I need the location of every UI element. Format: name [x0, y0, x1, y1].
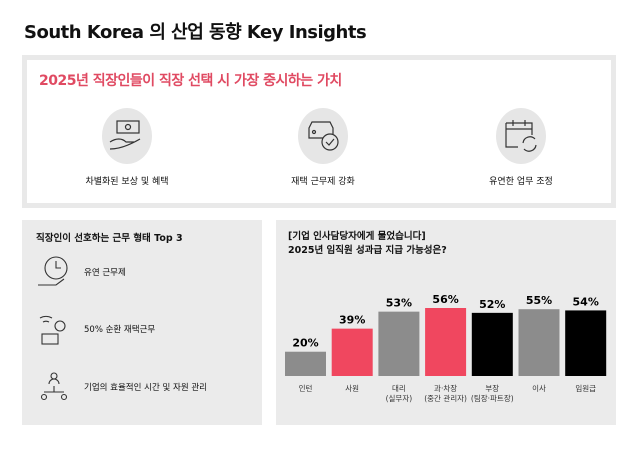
values-heading: 2025년 직장인들이 직장 선택 시 가장 중시하는 가치	[39, 73, 342, 89]
work-item: 50% 순환 재택근무	[36, 312, 155, 346]
category-label: 부장	[485, 383, 499, 393]
category-label: (중간 관리자)	[424, 393, 467, 403]
data-label: 56%	[432, 293, 458, 306]
data-label: 53%	[386, 297, 412, 310]
chart-title-line2: 2025년 임직원 성과급 지급 가능성은?	[288, 245, 447, 256]
car-check-icon	[298, 108, 348, 164]
value-item: 유연한 업무 조정	[451, 108, 591, 187]
data-label: 39%	[339, 314, 365, 327]
category-label: (실무자)	[386, 393, 413, 403]
data-label: 52%	[479, 298, 505, 311]
money-hand-icon	[102, 108, 152, 164]
bonus-chart-panel: [기업 인사담당자에게 물었습니다] 2025년 임직원 성과급 지급 가능성은?…	[276, 220, 616, 425]
category-label: 과·차장	[434, 383, 457, 393]
bar	[425, 308, 467, 376]
bar-chart: 20% 인턴 39% 사원 53% 대리(실무자) 56% 과·차장(중간 관리자) 52% 부장…	[285, 293, 607, 403]
clock-hand-icon	[38, 256, 68, 286]
work-style-panel: 직장인이 선호하는 근무 형태 Top 3 유연 근무제 50% 순환 재택근무…	[22, 220, 262, 425]
values-panel: 2025년 직장인들이 직장 선택 시 가장 중시하는 가치 차별화된 보상 및…	[22, 55, 616, 208]
bar	[518, 309, 560, 376]
calendar-refresh-icon	[496, 108, 546, 164]
page-title: South Korea 의 산업 동향 Key Insights	[24, 22, 367, 43]
remote-laptop-icon	[39, 315, 66, 345]
value-item: 재택 근무제 강화	[253, 108, 393, 187]
data-label: 55%	[526, 294, 552, 307]
data-label: 20%	[292, 337, 318, 350]
work-item: 유연 근무제	[36, 255, 126, 289]
work-item: 기업의 효율적인 시간 및 자원 관리	[36, 370, 207, 404]
category-label: (팀장·파트장)	[471, 393, 514, 403]
people-network-icon	[40, 372, 68, 401]
category-label: 사원	[345, 384, 359, 393]
bar	[331, 328, 373, 376]
chart-title-line1: [기업 인사담당자에게 물었습니다]	[288, 231, 426, 242]
category-label: 인턴	[299, 383, 313, 393]
bar	[285, 351, 326, 376]
bar	[565, 310, 607, 376]
value-item: 차별화된 보상 및 혜택	[57, 108, 197, 187]
category-label: 임원급	[575, 384, 596, 393]
category-label: 이사	[532, 383, 546, 393]
category-label: 대리	[392, 384, 406, 393]
data-label: 54%	[573, 295, 599, 308]
bar	[471, 312, 513, 376]
bar	[378, 311, 420, 376]
